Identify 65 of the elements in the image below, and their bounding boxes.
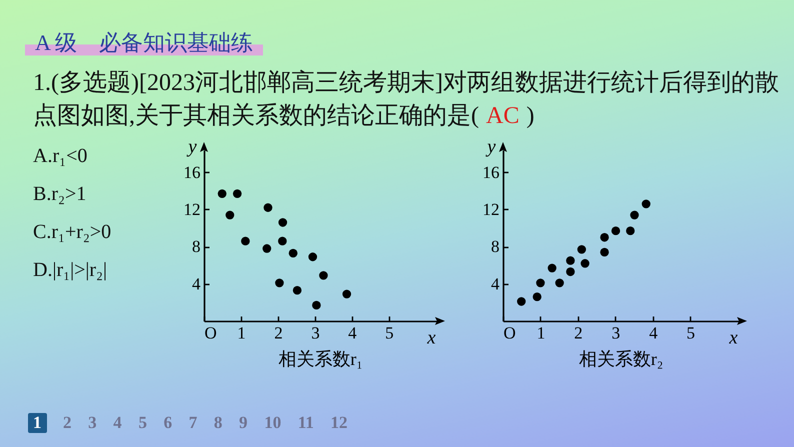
text: C.r₁+r₂>0 [33,221,112,244]
x-axis-title: x [728,328,738,348]
x-tick-label: 3 [612,324,620,342]
y-tick-label: 4 [491,274,500,294]
text: 相关系数r₁ [278,349,363,369]
x-tick-label: 1 [237,324,246,342]
x-tick-label: 4 [649,324,658,342]
point [262,244,272,253]
text: A.r₁<0 [33,145,88,168]
point [577,245,586,254]
text: AC [486,103,520,129]
point [517,297,526,306]
point [292,286,302,295]
point [342,290,352,298]
point [532,292,542,302]
y-tick-label: 8 [192,237,200,256]
point [312,300,321,310]
point [600,248,609,257]
x-tick-label: 5 [385,324,394,342]
x-tick-label: 1 [536,324,546,342]
point [278,218,288,227]
x-tick-label: 5 [686,324,696,342]
point [580,259,590,268]
point [611,226,620,236]
point [218,189,226,198]
point [288,248,298,258]
text: D.|r₁|>|r₂| [33,259,108,282]
point [278,236,287,246]
x-tick-label: 2 [274,324,283,342]
text: A 级 必备知识基础练 [25,28,264,58]
y-tick-label: 16 [482,162,500,182]
point [308,252,318,262]
y-tick-label: 16 [184,162,200,182]
x-tick-label: 4 [348,324,358,342]
point [566,267,575,276]
y-axis-title: y [485,136,496,158]
x-tick-label: 3 [311,324,320,342]
point [536,278,545,288]
text: 相关系数r₂ [578,349,664,369]
point [642,200,650,208]
point [626,226,635,236]
point [241,236,250,246]
y-tick-label: 8 [491,237,500,256]
text: 2 3 4 5 6 7 8 9 10 11 12 [63,413,348,433]
point [226,210,234,220]
x-axis-title: x [426,328,436,348]
point [600,233,609,242]
point [232,189,242,198]
point [319,271,328,280]
y-tick-label: 12 [184,200,200,219]
x-tick-label: 2 [574,324,583,342]
point [566,256,575,265]
x-tick-label: O [204,324,217,342]
text: B.r₂>1 [33,183,86,206]
text: 1 [28,413,46,433]
x-tick-label: O [504,324,516,342]
point [275,278,284,288]
point [264,203,272,212]
y-tick-label: 12 [482,200,500,219]
point [630,210,639,220]
point [548,264,556,272]
point [555,278,564,288]
y-axis-title: y [186,136,198,158]
text: ) [526,103,534,129]
y-tick-label: 4 [192,274,201,294]
